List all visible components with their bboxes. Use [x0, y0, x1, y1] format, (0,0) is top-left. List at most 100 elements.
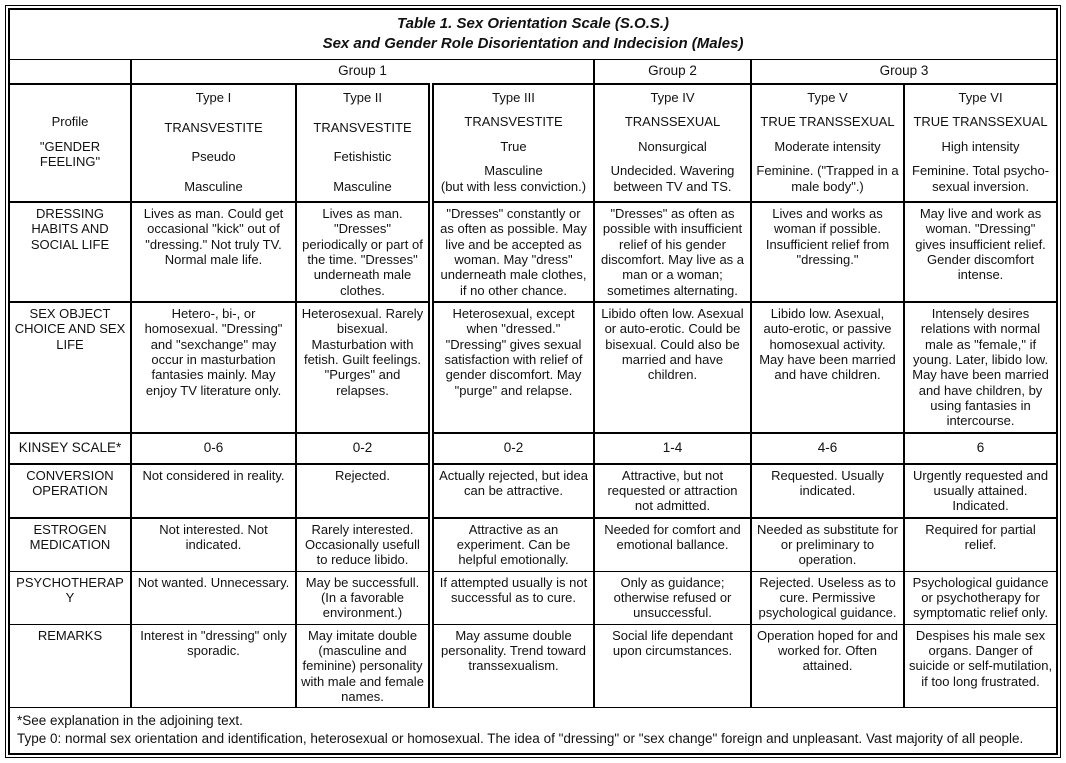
- group-header-1: Group 1: [130, 58, 595, 85]
- type-number: Type VI: [958, 90, 1003, 105]
- body-cell: May imitate double (masculine and femini…: [295, 623, 432, 709]
- type-subtitle: Moderate intensity: [774, 138, 881, 154]
- body-cell: Heterosexual. Rarely bisexual. Masturbat…: [295, 300, 432, 434]
- type-name: TRUE TRANSSEXUAL: [913, 114, 1048, 130]
- type-feeling: Feminine. ("Trapped in a male body".): [756, 163, 899, 194]
- body-cell: Not wanted. Unnecessary.: [130, 570, 297, 625]
- type-header-cell: Type IV TRANSSEXUAL Nonsurgical Undecide…: [593, 83, 752, 203]
- table-title-line2: Sex and Gender Role Disorientation and I…: [322, 35, 744, 53]
- body-cell: Rarely interested. Occasionally usefull …: [295, 516, 432, 572]
- group-row-spacer: [8, 58, 132, 85]
- footnote-asterisk: *See explanation in the adjoining text.: [17, 713, 243, 729]
- table-row-conversion-operation: CONVERSION OPERATION Not considered in r…: [8, 462, 1059, 519]
- body-cell: 0-6: [130, 431, 297, 465]
- gender-feeling-label: "GENDER FEELING": [39, 138, 101, 170]
- table-row-remarks: REMARKS Interest in "dressing" only spor…: [8, 623, 1059, 709]
- type-name: TRANSVESTITE: [164, 119, 263, 135]
- body-cell: Urgently requested and usually attained.…: [902, 462, 1059, 519]
- type-number: Type III: [492, 90, 535, 105]
- body-cell: Rejected.: [295, 462, 432, 519]
- type-subtitle: High intensity: [941, 138, 1020, 154]
- table-row-psychotherapy: PSYCHOTHERAPY Not wanted. Unnecessary. M…: [8, 570, 1059, 625]
- body-cell: Despises his male sex organs. Danger of …: [902, 623, 1059, 709]
- body-cell: 0-2: [295, 431, 432, 465]
- table-title-line1: Table 1. Sex Orientation Scale (S.O.S.): [397, 15, 670, 32]
- body-cell: Operation hoped for and worked for. Ofte…: [750, 623, 905, 709]
- body-cell: May be successfull. (In a favorable envi…: [295, 570, 432, 625]
- body-cell: Requested. Usually indicated.: [750, 462, 905, 519]
- type-feeling: Undecided. Wavering between TV and TS.: [610, 163, 735, 194]
- row-label: DRESSING HABITS AND SOCIAL LIFE: [8, 201, 132, 303]
- row-label: CONVERSION OPERATION: [8, 462, 132, 519]
- body-cell: 1-4: [593, 431, 752, 465]
- body-cell: Hetero-, bi-, or homosexual. "Dressing" …: [130, 300, 297, 434]
- type-name: TRANSVESTITE: [313, 119, 412, 135]
- body-cell: Psychological guidance or psychotherapy …: [902, 570, 1059, 625]
- type-feeling: Masculine: [333, 178, 392, 194]
- type-header-cell: Type II TRANSVESTITE Fetishistic Masculi…: [295, 83, 432, 203]
- type-subtitle: Nonsurgical: [638, 138, 707, 154]
- body-cell: Needed as substitute for or preliminary …: [750, 516, 905, 572]
- group-header-3: Group 3: [749, 58, 1059, 85]
- footnotes: *See explanation in the adjoining text. …: [7, 707, 1059, 755]
- sos-table: Table 1. Sex Orientation Scale (S.O.S.) …: [7, 8, 1059, 755]
- type-feeling: Masculine: [184, 178, 243, 194]
- body-cell: 6: [902, 431, 1059, 465]
- spacer: [14, 179, 126, 194]
- body-cell: Libido often low. Asexual or auto-erotic…: [593, 300, 752, 434]
- body-cell: Lives as man. "Dresses" periodically or …: [295, 201, 432, 303]
- row-label: SEX OBJECT CHOICE AND SEX LIFE: [8, 300, 132, 434]
- body-cell: 4-6: [750, 431, 905, 465]
- type-name: TRANSVESTITE: [464, 114, 563, 130]
- row-label: REMARKS: [8, 623, 132, 709]
- body-cell: Required for partial relief.: [902, 516, 1059, 572]
- title-row: Table 1. Sex Orientation Scale (S.O.S.) …: [7, 8, 1059, 60]
- body-cell: If attempted usually is not successful a…: [428, 570, 595, 625]
- body-cell: Intensely desires relations with normal …: [902, 300, 1059, 434]
- table-title: Table 1. Sex Orientation Scale (S.O.S.) …: [7, 8, 1059, 60]
- group-header-2: Group 2: [593, 58, 752, 85]
- footnote-row: *See explanation in the adjoining text. …: [7, 707, 1059, 755]
- body-cell: Social life dependant upon circumstances…: [593, 623, 752, 709]
- row-label: PSYCHOTHERAPY: [8, 570, 132, 625]
- body-cell: "Dresses" constantly or as often as poss…: [428, 201, 595, 303]
- body-cell: Only as guidance; otherwise refused or u…: [593, 570, 752, 625]
- body-cell: May live and work as woman. "Dressing" g…: [902, 201, 1059, 303]
- body-cell: "Dresses" as often as possible with insu…: [593, 201, 752, 303]
- spacer: [14, 90, 126, 105]
- type-header-cell: Type III TRANSVESTITE True Masculine (bu…: [428, 83, 595, 203]
- body-cell: Libido low. Asexual, auto-erotic, or pas…: [750, 300, 905, 434]
- type-name: TRANSSEXUAL: [624, 114, 721, 130]
- type-header-cell: Type VI TRUE TRANSSEXUAL High intensity …: [902, 83, 1059, 203]
- footnote-type0: Type 0: normal sex orientation and ident…: [17, 731, 1024, 747]
- body-cell: Lives as man. Could get occasional "kick…: [130, 201, 297, 303]
- table-row-kinsey-scale: KINSEY SCALE* 0-6 0-2 0-2 1-4 4-6 6: [8, 431, 1059, 465]
- type-subtitle: True: [500, 138, 527, 154]
- body-cell: Not considered in reality.: [130, 462, 297, 519]
- body-cell: Needed for comfort and emotional ballanc…: [593, 516, 752, 572]
- type-number: Type II: [342, 90, 383, 105]
- table-row-dressing-habits: DRESSING HABITS AND SOCIAL LIFE Lives as…: [8, 201, 1059, 303]
- group-header-row: Group 1 Group 2 Group 3: [8, 58, 1059, 85]
- table-frame: Table 1. Sex Orientation Scale (S.O.S.) …: [5, 5, 1061, 758]
- type-header-cell: Type V TRUE TRANSSEXUAL Moderate intensi…: [750, 83, 905, 203]
- table-row-estrogen-medication: ESTROGEN MEDICATION Not interested. Not …: [8, 516, 1059, 572]
- type-header-cell: Type I TRANSVESTITE Pseudo Masculine: [130, 83, 297, 203]
- type-number: Type V: [807, 90, 848, 105]
- type-subtitle: Pseudo: [191, 149, 236, 165]
- body-cell: Interest in "dressing" only sporadic.: [130, 623, 297, 709]
- type-number: Type I: [195, 90, 232, 105]
- body-cell: Attractive as an experiment. Can be help…: [428, 516, 595, 572]
- type-name: TRUE TRANSSEXUAL: [760, 114, 895, 130]
- body-cell: Rejected. Useless as to cure. Permissive…: [750, 570, 905, 625]
- body-cell: Lives and works as woman if possible. In…: [750, 201, 905, 303]
- body-cell: May assume double personality. Trend tow…: [428, 623, 595, 709]
- type-subtitle: Fetishistic: [333, 149, 392, 165]
- table-row-sex-object: SEX OBJECT CHOICE AND SEX LIFE Hetero-, …: [8, 300, 1059, 434]
- body-cell: Heterosexual, except when "dressed." "Dr…: [428, 300, 595, 434]
- body-cell: Actually rejected, but idea can be attra…: [428, 462, 595, 519]
- profile-label-cell: Profile "GENDER FEELING": [8, 83, 132, 203]
- profile-label: Profile: [51, 114, 89, 130]
- type-feeling: Masculine (but with less conviction.): [440, 163, 587, 194]
